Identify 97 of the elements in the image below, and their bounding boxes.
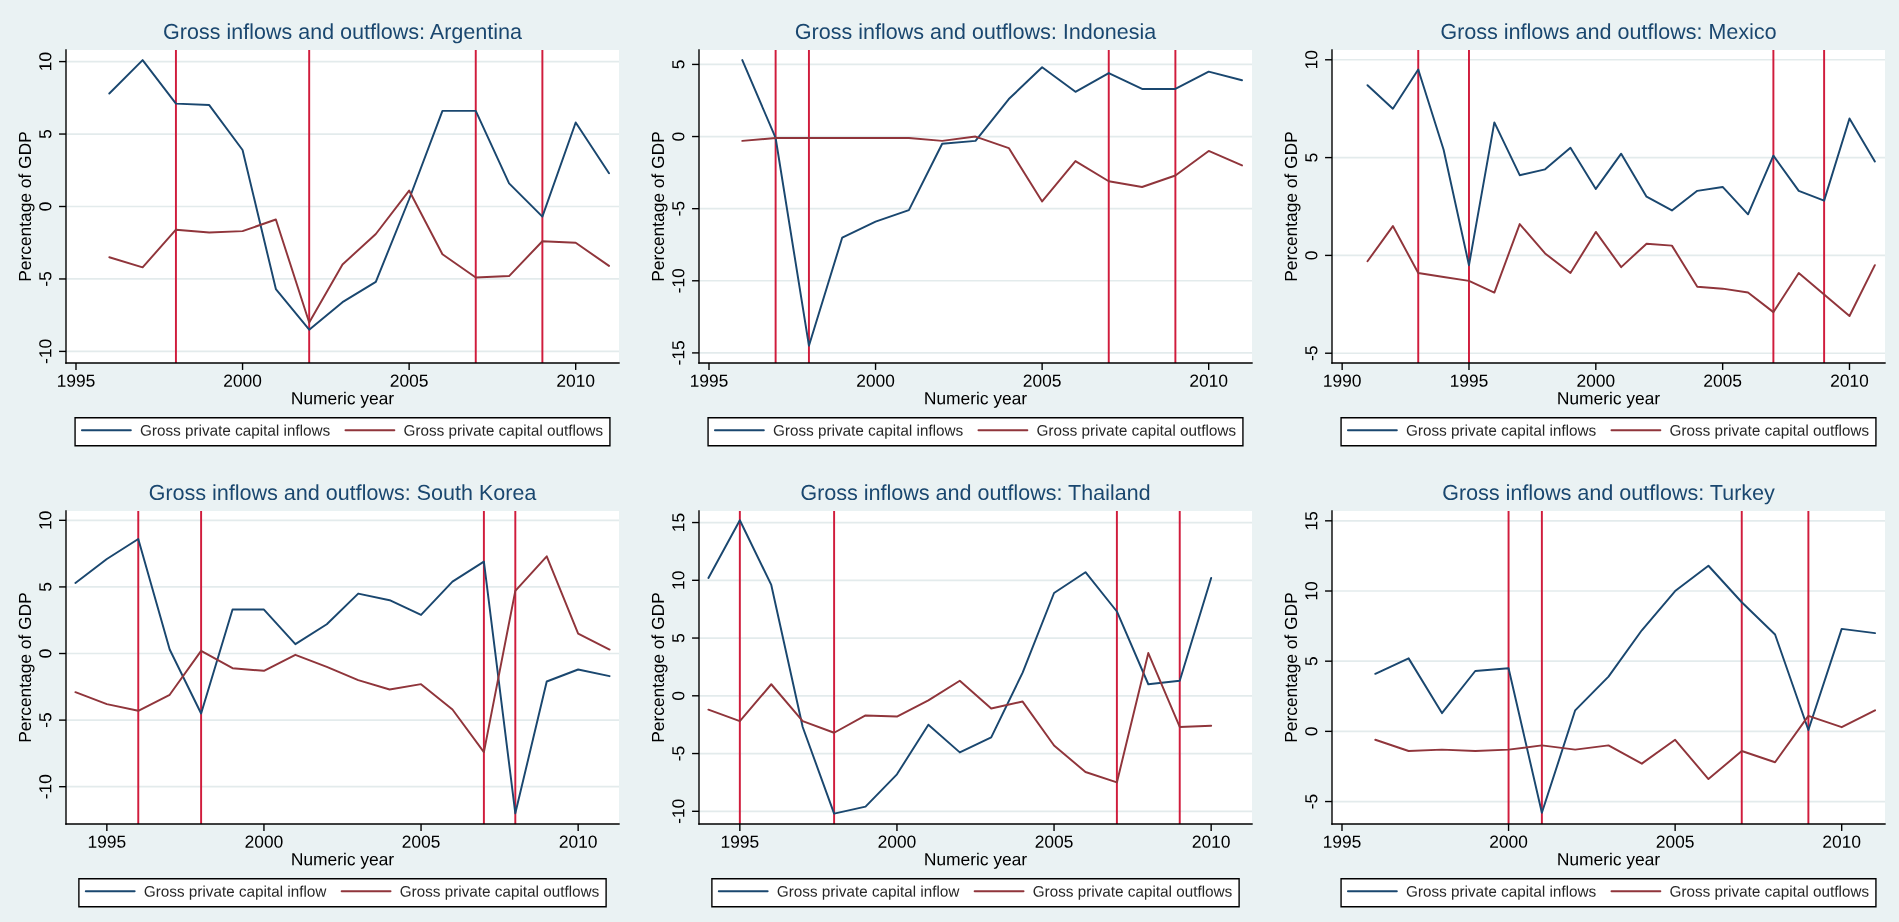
legend-label: Gross private capital inflows <box>1406 424 1596 439</box>
x-tick-label: 2005 <box>1035 835 1073 848</box>
x-tick-label: 2010 <box>559 835 597 848</box>
line-series <box>741 59 1243 347</box>
x-tick-label: 2005 <box>1704 374 1742 387</box>
x-tick-label: 2000 <box>1490 835 1528 848</box>
y-tick-label: 10 <box>39 52 52 70</box>
y-tick-label: 0 <box>39 649 52 658</box>
chart-title: Gross inflows and outflows: Indonesia <box>795 23 1157 40</box>
x-tick-label: 2005 <box>390 374 428 387</box>
y-tick-label: -10 <box>672 268 685 293</box>
y-tick-label: 5 <box>1305 153 1318 162</box>
y-axis-title: Percentage of GDP <box>651 132 668 281</box>
y-tick-label: 0 <box>39 202 52 211</box>
legend-label: Gross private capital outflows <box>1670 424 1869 439</box>
x-tick-label: 2000 <box>878 835 916 848</box>
legend-label: Gross private capital outflows <box>1033 885 1232 900</box>
legend-label: Gross private capital outflows <box>1670 885 1869 900</box>
x-tick-label: 2010 <box>1823 835 1861 848</box>
y-tick-label: 0 <box>1305 727 1318 736</box>
y-tick-label: -5 <box>672 201 685 216</box>
y-tick-label: -5 <box>1305 346 1318 361</box>
y-tick-label: -5 <box>39 713 52 728</box>
y-tick-label: 5 <box>39 582 52 592</box>
y-tick-label: 5 <box>672 60 685 69</box>
line-series <box>1366 223 1876 318</box>
y-tick-label: 10 <box>1305 50 1318 69</box>
x-tick-label: 1995 <box>1324 835 1361 848</box>
x-tick-label: 2005 <box>1023 374 1061 387</box>
x-tick-label: 1995 <box>88 835 126 848</box>
legend-label: Gross private capital inflow <box>777 885 960 900</box>
x-tick-label: 2000 <box>1577 374 1615 387</box>
line-series <box>1374 564 1876 814</box>
legend-label: Gross private capital outflows <box>1037 424 1236 439</box>
x-tick-label: 1995 <box>721 835 759 848</box>
x-tick-label: 2000 <box>857 374 895 387</box>
x-axis-title: Numeric year <box>292 391 394 408</box>
x-tick-label: 2010 <box>1190 374 1228 387</box>
y-tick-label: -5 <box>39 271 52 286</box>
y-tick-label: -10 <box>672 799 685 824</box>
y-axis-title: Percentage of GDP <box>18 132 35 281</box>
x-tick-label: 2005 <box>402 835 440 848</box>
x-axis-title: Numeric year <box>1558 391 1660 408</box>
x-axis-title: Numeric year <box>1558 852 1660 869</box>
legend-label: Gross private capital inflows <box>1406 885 1596 900</box>
y-axis-title: Percentage of GDP <box>18 593 35 742</box>
x-tick-label: 1995 <box>58 374 95 387</box>
y-tick-label: -5 <box>1305 794 1318 809</box>
chart-title: Gross inflows and outflows: Argentina <box>164 23 522 44</box>
y-axis-title: Percentage of GDP <box>1284 132 1301 281</box>
legend-label: Gross private capital inflows <box>773 424 963 439</box>
line-series <box>74 538 611 815</box>
line-series <box>1366 68 1876 267</box>
chart-title: Gross inflows and outflows: Turkey <box>1443 484 1775 505</box>
y-tick-label: 10 <box>672 571 685 589</box>
y-tick-label: -15 <box>672 341 685 365</box>
y-tick-label: 0 <box>1305 251 1318 260</box>
y-tick-label: -5 <box>672 746 685 761</box>
y-tick-label: 15 <box>672 513 685 531</box>
y-tick-label: 0 <box>672 132 685 141</box>
y-tick-label: 5 <box>1305 657 1318 666</box>
y-axis-title: Percentage of GDP <box>651 593 668 742</box>
legend-label: Gross private capital inflows <box>140 424 330 439</box>
line-series <box>741 135 1243 203</box>
chart-title: Gross inflows and outflows: Mexico <box>1441 23 1776 40</box>
line-series <box>1374 709 1876 781</box>
legend-label: Gross private capital inflow <box>144 885 327 900</box>
x-axis-title: Numeric year <box>925 391 1027 408</box>
y-tick-label: -10 <box>39 339 52 364</box>
chart-title: Gross inflows and outflows: South Korea <box>149 484 537 501</box>
line-series <box>108 189 610 324</box>
y-tick-label: 5 <box>672 633 685 643</box>
y-tick-label: 10 <box>39 511 52 529</box>
x-tick-label: 2010 <box>1831 374 1869 387</box>
line-series <box>108 59 610 331</box>
x-tick-label: 2010 <box>557 374 595 387</box>
y-tick-label: 15 <box>1305 511 1318 530</box>
y-tick-label: 0 <box>672 691 685 700</box>
legend-label: Gross private capital outflows <box>404 424 603 439</box>
line-series <box>74 555 611 754</box>
line-series <box>707 652 1213 784</box>
y-tick-label: 5 <box>39 129 52 139</box>
x-tick-label: 1995 <box>691 374 728 387</box>
y-tick-label: 10 <box>1305 582 1318 600</box>
x-axis-title: Numeric year <box>292 852 394 869</box>
x-axis-title: Numeric year <box>925 852 1027 869</box>
x-tick-label: 2000 <box>245 835 283 848</box>
x-tick-label: 2010 <box>1192 835 1230 848</box>
y-axis-title: Percentage of GDP <box>1284 593 1301 742</box>
chart-title: Gross inflows and outflows: Thailand <box>801 484 1150 501</box>
legend-label: Gross private capital outflows <box>400 885 599 900</box>
x-tick-label: 2005 <box>1656 835 1694 848</box>
y-tick-label: -10 <box>39 774 52 799</box>
x-tick-label: 1990 <box>1324 374 1361 387</box>
x-tick-label: 1995 <box>1451 374 1488 387</box>
x-tick-label: 2000 <box>224 374 262 387</box>
line-series <box>707 519 1213 815</box>
